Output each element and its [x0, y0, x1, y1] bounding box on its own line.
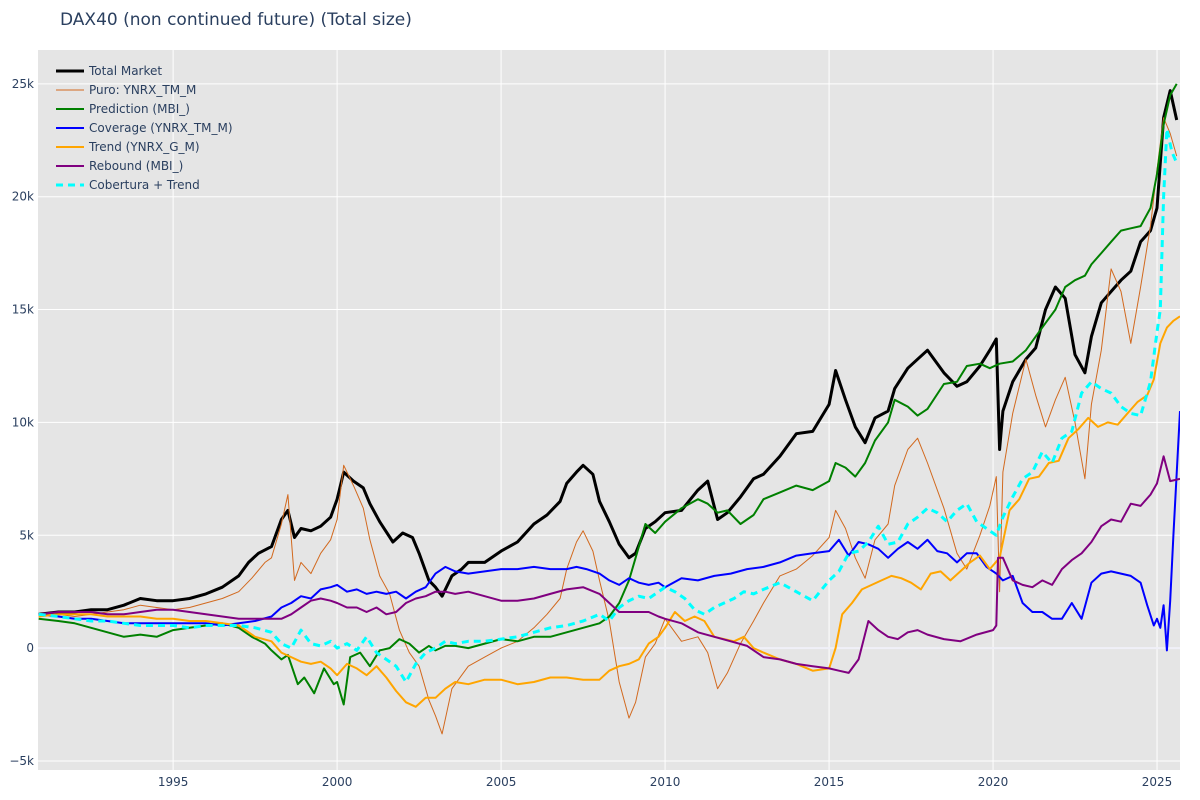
plot-area[interactable] [38, 50, 1180, 770]
legend-label: Puro: YNRX_TM_M [89, 83, 196, 97]
gridlines [38, 50, 1180, 770]
legend-label: Coverage (YNRX_TM_M) [89, 121, 233, 135]
series-line-5 [38, 455, 1180, 674]
legend[interactable]: Total Market Puro: YNRX_TM_M Prediction (M… [56, 64, 233, 192]
y-tick-label: 5k [19, 528, 34, 542]
y-axis-ticks: −5k 0 5k 10k 15k 20k 25k [9, 77, 34, 768]
x-tick-label: 1995 [158, 775, 189, 789]
legend-item[interactable]: Prediction (MBI_) [56, 102, 190, 116]
legend-label: Total Market [88, 64, 162, 78]
legend-item[interactable]: Coverage (YNRX_TM_M) [56, 121, 233, 135]
y-tick-label: 10k [12, 415, 34, 429]
legend-item[interactable]: Trend (YNRX_G_M) [56, 140, 200, 154]
series-line-3 [38, 411, 1180, 652]
legend-item[interactable]: Total Market [56, 64, 162, 78]
series-line-1 [38, 117, 1178, 735]
series-line-2 [38, 83, 1178, 706]
y-tick-label: −5k [9, 754, 34, 768]
x-tick-label: 2015 [814, 775, 845, 789]
legend-item[interactable]: Puro: YNRX_TM_M [56, 83, 196, 97]
y-tick-label: 25k [12, 77, 34, 91]
y-tick-label: 20k [12, 190, 34, 204]
series-line-4 [38, 315, 1180, 708]
chart-title: DAX40 (non continued future) (Total size… [60, 10, 412, 30]
y-tick-label: 0 [26, 641, 34, 655]
x-tick-label: 2010 [650, 775, 681, 789]
series-line-0 [38, 89, 1179, 616]
x-axis-ticks: 1995 2000 2005 2010 2015 2020 2025 [158, 775, 1172, 789]
legend-label: Rebound (MBI_) [89, 159, 183, 173]
legend-item[interactable]: Rebound (MBI_) [56, 159, 183, 173]
y-tick-label: 15k [12, 303, 34, 317]
series-lines [38, 83, 1180, 735]
x-tick-label: 2000 [322, 775, 353, 789]
legend-item[interactable]: Cobertura + Trend [56, 178, 200, 192]
legend-label: Trend (YNRX_G_M) [88, 140, 200, 154]
legend-label: Cobertura + Trend [89, 178, 200, 192]
x-tick-label: 2025 [1142, 775, 1173, 789]
legend-label: Prediction (MBI_) [89, 102, 190, 116]
x-tick-label: 2020 [978, 775, 1009, 789]
x-tick-label: 2005 [486, 775, 517, 789]
series-line-6 [38, 127, 1179, 684]
